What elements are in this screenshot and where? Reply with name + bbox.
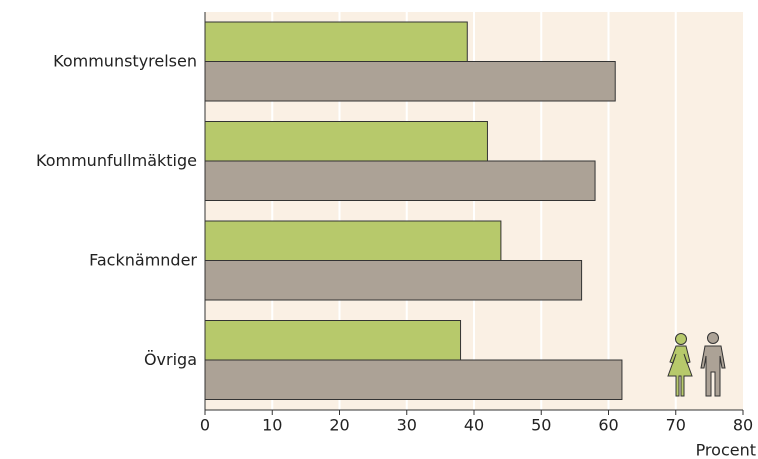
bar [204,320,462,361]
y-tick-label: Övriga [144,350,197,369]
x-tick-label: 20 [329,416,349,435]
bar [204,260,583,301]
x-tick-label: 50 [531,416,551,435]
bar [204,160,596,201]
x-tick-label: 60 [598,416,618,435]
x-tick-label: 10 [262,416,282,435]
bar [204,21,468,62]
x-axis-label: Procent [696,441,756,459]
bars [204,21,623,400]
bar [204,220,502,261]
x-tick-label: 80 [733,416,753,435]
woman-icon [667,333,693,397]
x-tick-label: 40 [464,416,484,435]
bar [204,121,488,162]
bar [204,359,623,400]
x-tick-label: 30 [397,416,417,435]
y-tick-label: Kommunfullmäktige [36,151,197,170]
y-tick-label: Kommunstyrelsen [53,51,197,70]
y-tick-label: Facknämnder [89,250,197,269]
x-tick-label: 70 [666,416,686,435]
bar [204,61,616,102]
man-icon [700,332,726,397]
x-tick-label: 0 [200,416,210,435]
